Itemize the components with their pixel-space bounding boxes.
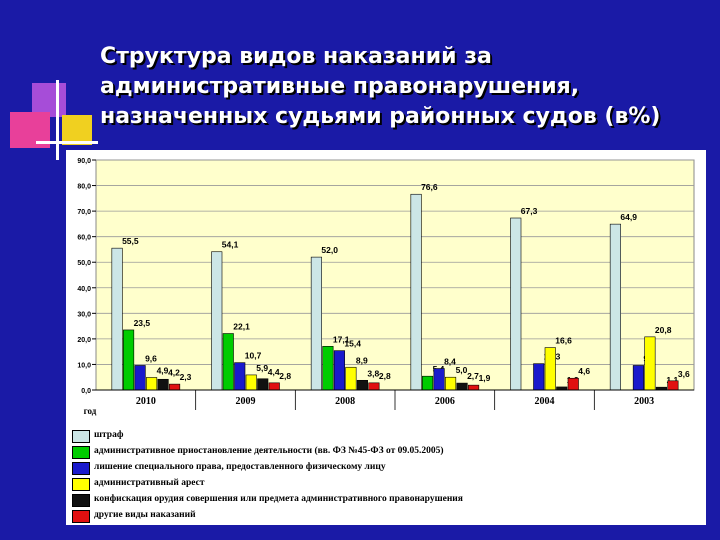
bar [410,193,422,391]
data-label: 4,9 [157,365,169,375]
data-label: 20,8 [655,325,672,335]
bar [456,382,468,391]
bar [157,378,169,391]
data-label: 4,4 [268,367,280,377]
bar [544,347,556,391]
decor-line-vertical [56,80,59,160]
legend-swatch [72,446,90,459]
y-tick-label: 10,0 [77,362,91,369]
bar [134,365,146,391]
data-label: 23,5 [134,318,151,328]
data-label: 4,2 [168,367,180,377]
data-label: 2,8 [379,371,391,381]
x-axis-label: год [84,406,97,416]
data-label: 1,1 [666,375,678,385]
data-label: 8,9 [356,355,368,365]
data-label: 15,4 [344,339,361,349]
legend-label: конфискация орудия совершения или предме… [94,494,463,504]
data-label: 2,8 [279,371,291,381]
y-tick-label: 60,0 [77,235,91,242]
bar [345,366,357,391]
bar [333,350,345,391]
x-category-label: 2010 [136,396,156,407]
legend-swatch [72,430,90,443]
bar [146,377,158,391]
x-category-label: 2009 [236,396,256,407]
bar [433,368,445,391]
data-label: 5,0 [456,365,468,375]
legend-swatch [72,478,90,491]
data-label: 1,9 [479,373,491,383]
legend-swatch [72,510,90,523]
y-tick-label: 30,0 [77,311,91,318]
data-label: 54,1 [222,240,239,250]
plot-area [95,159,695,391]
bar [123,329,135,391]
bar [667,380,679,391]
data-label: 8,4 [444,357,456,367]
bar [644,336,656,391]
bar [257,378,269,391]
legend-label: административный арест [94,478,205,488]
data-label: 3,6 [678,369,690,379]
bar [356,379,368,391]
bar [468,384,480,391]
legend-swatch [72,462,90,475]
y-tick-label: 90,0 [77,158,91,165]
legend-label: другие виды наказаний [94,510,196,520]
bar [445,376,457,391]
data-label: 64,9 [620,212,637,222]
legend-label: административное приостановление деятель… [94,446,444,456]
y-tick-label: 50,0 [77,260,91,267]
y-tick-label: 0,0 [81,388,91,395]
bar [368,382,380,391]
bar [510,217,522,391]
data-label: 52,0 [321,245,338,255]
bar [533,363,545,391]
y-tick-label: 70,0 [77,209,91,216]
data-label: 2,3 [180,372,192,382]
slide-title: Структура видов наказаний за администрат… [100,44,661,129]
decor-line-horizontal [36,141,98,144]
data-label: 2,7 [467,371,479,381]
bar-chart: 0,0 10,0 20,0 30,0 40,0 50,0 60,0 70,0 80,0 90,0 2… [77,158,695,416]
data-label: 16,6 [555,336,572,346]
bar [169,383,181,391]
chart-panel: 0,0 10,0 20,0 30,0 40,0 50,0 60,0 70,0 80,0 90,0 2… [66,150,706,525]
decor-square-purple [32,83,66,117]
data-label: 55,5 [122,236,139,246]
data-label: 67,3 [521,206,538,216]
data-label: 76,6 [421,182,438,192]
legend-label: лишение специального права, предоставлен… [94,462,386,472]
x-category-label: 2006 [435,396,455,407]
bar [567,377,579,391]
x-category-label: 2004 [535,396,555,407]
bar [268,382,280,391]
bar [422,375,434,391]
data-label: 3,8 [367,368,379,378]
y-tick-label: 40,0 [77,286,91,293]
data-label: 10,7 [245,351,262,361]
x-category-label: 2003 [634,396,654,407]
data-label: 22,1 [233,322,250,332]
bar [632,365,644,391]
bar [609,223,621,391]
bar [234,362,246,391]
bar [310,256,322,391]
bar [111,247,123,391]
y-tick-label: 20,0 [77,337,91,344]
legend-swatch [72,494,90,507]
data-label: 5,9 [256,363,268,373]
decor-square-yellow [62,115,92,145]
y-tick-label: 80,0 [77,184,91,191]
x-category-label: 2008 [335,396,355,407]
data-label: 4,6 [578,366,590,376]
bar [211,251,223,391]
bar [222,333,234,391]
bar [322,346,334,391]
legend-label: штраф [94,430,124,440]
data-label: 17,1 [333,334,350,344]
data-label: 9,6 [145,353,157,363]
bar [245,374,257,391]
